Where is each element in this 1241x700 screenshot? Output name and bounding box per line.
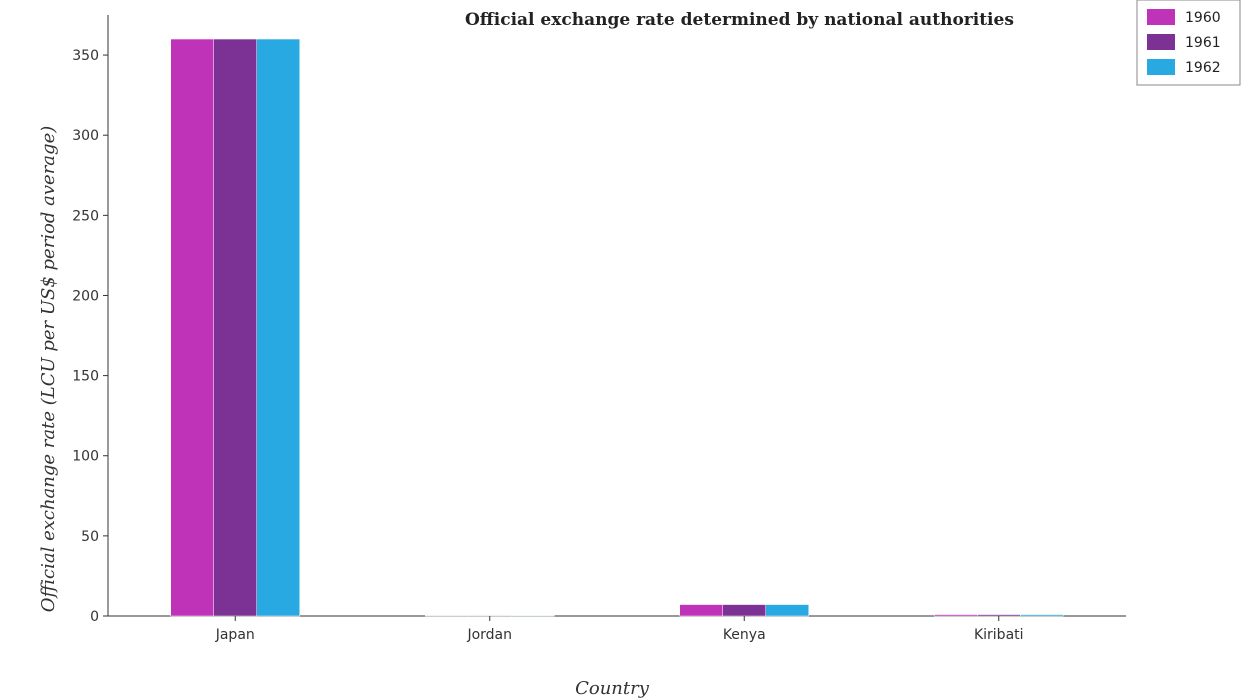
bar-1961-kiribati [977,614,1021,617]
x-tick-label: Kiribati [974,627,1024,643]
y-tick-label: 150 [72,369,99,385]
plot-area: 0 50 100 150 200 250 300 350 Japan Jordan Kenya Kir… [72,15,1126,643]
legend-swatch-1961 [1147,34,1175,50]
y-tick-label: 50 [81,529,99,545]
y-tick-label: 250 [72,208,99,224]
bar-1962-kiribati [1020,614,1064,617]
bar-1962-japan [256,38,300,617]
y-tick-label: 300 [72,128,99,144]
legend-label-1961: 1961 [1185,35,1221,51]
x-tick-label: Japan [215,627,255,643]
legend-swatch-1960 [1147,9,1175,25]
bar-1960-kenya [679,604,723,617]
legend-label-1962: 1962 [1185,60,1221,76]
bar-1961-jordan [468,615,512,617]
bar-1962-jordan [511,615,555,617]
legend: 1960 1961 1962 [1136,0,1241,86]
y-tick-label: 350 [72,48,99,64]
x-tick-label: Jordan [466,627,512,643]
y-axis-title: Official exchange rate (LCU per US$ peri… [38,126,59,612]
y-tick-label: 200 [72,288,99,304]
legend-swatch-1962 [1147,59,1175,75]
bar-1962-kenya [765,604,809,617]
y-tick-label: 100 [72,449,99,465]
y-tick-label: 0 [90,609,99,625]
bar-1961-kenya [722,604,766,617]
x-tick-label: Kenya [723,627,766,643]
legend-label-1960: 1960 [1185,10,1221,26]
chart-title: Official exchange rate determined by nat… [465,10,1014,30]
bar-1961-japan [213,38,257,617]
x-axis-title: Country [575,678,650,699]
bar-1960-jordan [425,615,469,617]
bar-1960-kiribati [934,614,978,617]
bar-1960-japan [170,38,214,617]
